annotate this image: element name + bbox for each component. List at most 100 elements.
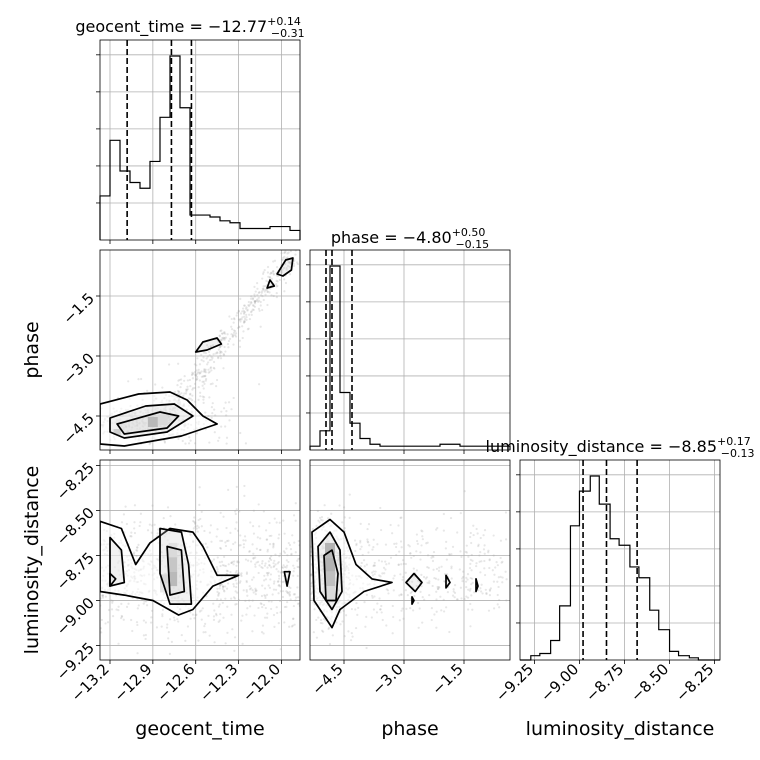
scatter-point <box>488 594 491 597</box>
scatter-point <box>266 548 269 551</box>
scatter-point <box>219 598 223 601</box>
scatter-point <box>264 596 267 600</box>
scatter-point <box>498 606 501 609</box>
scatter-point <box>379 506 382 510</box>
scatter-point <box>421 538 424 541</box>
scatter-point <box>224 564 227 568</box>
scatter-point <box>395 542 398 545</box>
scatter-point <box>241 325 244 328</box>
scatter-point <box>392 577 395 580</box>
scatter-point <box>253 300 257 303</box>
scatter-point <box>253 301 256 304</box>
scatter-point <box>285 268 288 271</box>
scatter-point <box>450 567 453 570</box>
scatter-point <box>452 588 455 591</box>
scatter-point <box>232 317 236 320</box>
scatter-point <box>275 283 278 286</box>
scatter-point <box>359 539 362 542</box>
scatter-point <box>409 607 412 610</box>
scatter-point <box>266 566 269 569</box>
scatter-point <box>213 367 216 370</box>
scatter-point <box>266 271 269 274</box>
scatter-point <box>379 608 382 611</box>
scatter-point <box>232 596 236 599</box>
scatter-point <box>310 545 312 548</box>
scatter-point <box>219 329 222 333</box>
scatter-point <box>448 552 451 556</box>
scatter-point <box>177 620 180 623</box>
scatter-point <box>208 531 212 534</box>
scatter-point <box>264 284 267 288</box>
scatter-point <box>417 579 420 582</box>
scatter-point <box>365 563 368 566</box>
scatter-point <box>371 574 375 577</box>
scatter-point <box>235 602 238 606</box>
scatter-point <box>488 589 492 592</box>
scatter-point <box>413 594 416 598</box>
scatter-point <box>136 607 139 610</box>
scatter-point <box>374 570 377 573</box>
x-tick-label: −8.50 <box>627 660 672 705</box>
scatter-point <box>232 321 235 324</box>
scatter-point <box>399 540 403 543</box>
scatter-point <box>231 560 234 563</box>
scatter-point <box>439 595 442 598</box>
scatter-point <box>201 395 204 398</box>
scatter-point <box>256 298 259 301</box>
scatter-point <box>226 605 229 608</box>
scatter-point <box>364 625 367 628</box>
scatter-point <box>208 370 211 373</box>
scatter-point <box>246 328 249 331</box>
scatter-point <box>367 522 371 526</box>
scatter-point <box>231 335 234 338</box>
scatter-point <box>202 396 206 399</box>
scatter-point <box>278 533 281 536</box>
scatter-point <box>239 544 242 547</box>
scatter-point <box>204 411 207 414</box>
scatter-point <box>401 578 404 581</box>
scatter-point <box>203 375 207 378</box>
scatter-point <box>255 299 259 302</box>
scatter-point <box>319 618 323 622</box>
scatter-point <box>378 597 381 600</box>
scatter-point <box>254 589 257 592</box>
scatter-point <box>469 576 472 580</box>
scatter-point <box>150 616 153 619</box>
scatter-point <box>234 571 237 574</box>
scatter-point <box>423 598 426 601</box>
scatter-point <box>269 573 273 576</box>
scatter-point <box>259 325 262 328</box>
scatter-point <box>181 439 184 443</box>
scatter-point <box>234 541 237 544</box>
scatter-point <box>376 602 379 605</box>
scatter-point <box>217 356 220 359</box>
scatter-point <box>360 561 363 565</box>
scatter-point <box>135 549 138 552</box>
scatter-point <box>167 637 170 640</box>
scatter-point <box>265 288 268 291</box>
scatter-point <box>140 377 143 381</box>
scatter-point <box>435 626 438 629</box>
scatter-point <box>133 521 136 524</box>
scatter-point <box>227 488 230 491</box>
scatter-point <box>220 539 224 542</box>
scatter-point <box>210 416 213 419</box>
scatter-point <box>453 596 456 599</box>
scatter-point <box>245 306 248 309</box>
scatter-point <box>254 590 257 593</box>
scatter-point <box>288 594 291 597</box>
scatter-point <box>283 551 287 554</box>
scatter-point <box>221 344 224 347</box>
scatter-point <box>273 625 276 629</box>
x-axis-label-phase: phase <box>381 718 438 740</box>
scatter-point <box>206 546 209 549</box>
scatter-point <box>270 271 273 275</box>
scatter-point <box>436 526 439 530</box>
scatter-point <box>260 294 263 297</box>
scatter-point <box>294 253 297 256</box>
scatter-point <box>372 538 375 541</box>
x-tick-label: −4.5 <box>308 660 346 698</box>
scatter-point <box>107 608 111 612</box>
scatter-point <box>416 601 420 605</box>
scatter-point <box>283 532 286 535</box>
